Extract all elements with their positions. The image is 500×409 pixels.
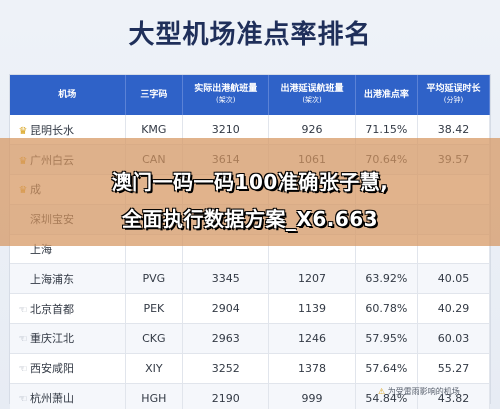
- cell-delayed: 1207: [268, 263, 356, 295]
- column-header-label: 出港延误航班量: [280, 84, 344, 94]
- cell-rate: 57.95%: [355, 323, 419, 354]
- chart-title: 大型机场准点率排名: [128, 20, 372, 50]
- hand-icon: ☜: [18, 364, 28, 376]
- column-header-unit: (分钟): [443, 96, 464, 104]
- cell-avg: 43.82: [417, 383, 490, 409]
- table-row: ☜ 北京首都 PEK 2904 1139 60.78% 40.29: [10, 293, 490, 325]
- cell-flights: 2904: [182, 293, 270, 325]
- cell-flights: 2190: [182, 383, 270, 409]
- column-header: 实际出港航班量 (架次): [182, 75, 270, 115]
- cell-flights: 3252: [182, 353, 270, 384]
- overlay-line-2: 全面执行数据方案_X6.663: [121, 207, 379, 231]
- column-header: 出港准点率: [355, 75, 419, 115]
- hand-icon: ☜: [18, 394, 28, 406]
- table-row: 上海浦东 PVG 3345 1207 63.92% 40.05: [10, 263, 490, 295]
- cell-code: XIY: [125, 353, 184, 384]
- cell-airport: 上海浦东: [10, 263, 126, 295]
- airport-name: 西安咸阳: [30, 362, 74, 376]
- cell-flights: 3345: [182, 263, 270, 295]
- airport-name: 上海浦东: [30, 272, 74, 286]
- cell-rate: 54.84%: [355, 383, 419, 409]
- airport-name: 昆明长水: [30, 123, 74, 137]
- table-row: ☜ 杭州萧山 HGH 2190 999 54.84% 43.82: [10, 383, 490, 409]
- column-header: 出港延误航班量 (架次): [268, 75, 356, 115]
- column-header-unit: (架次): [302, 96, 322, 104]
- column-header-label: 平均延误时长: [426, 84, 481, 94]
- hand-icon: ☜: [18, 334, 28, 346]
- cell-delayed: 1139: [268, 293, 356, 325]
- cell-code: PEK: [125, 293, 184, 325]
- cell-delayed: 999: [268, 383, 356, 409]
- column-header-unit: (架次): [216, 96, 236, 104]
- cell-code: PVG: [125, 263, 184, 295]
- overlay-line-1: 澳门一码一码100准确张子慧,: [111, 170, 389, 194]
- column-header-label: 实际出港航班量: [194, 84, 258, 94]
- cell-rate: 63.92%: [355, 263, 419, 295]
- cell-avg: 55.27: [417, 353, 490, 384]
- column-header: 平均延误时长 (分钟): [417, 75, 490, 115]
- column-header-label: 机场: [58, 89, 77, 100]
- column-header: 三字码: [125, 75, 184, 115]
- cell-code: HGH: [125, 383, 184, 409]
- cell-avg: 60.03: [417, 323, 490, 354]
- hand-icon: ☜: [18, 304, 28, 316]
- cell-code: CKG: [125, 323, 184, 354]
- footnote: ⚠ 为受雷雨影响的机场: [378, 386, 460, 397]
- crown-icon: ♛: [18, 125, 28, 137]
- table-row: ☜ 西安咸阳 XIY 3252 1378 57.64% 55.27: [10, 353, 490, 384]
- table-header-row: 机场 三字码 实际出港航班量 (架次) 出港延误航班量 (架次) 出港准点率 平均延误时长 (分…: [10, 75, 490, 115]
- cell-airport: ☜ 杭州萧山: [10, 383, 126, 409]
- cell-avg: 40.29: [417, 293, 490, 325]
- column-header: 机场: [10, 75, 126, 115]
- airport-name: 杭州萧山: [30, 392, 74, 406]
- warning-icon: ⚠: [378, 387, 386, 396]
- cell-rate: 60.78%: [355, 293, 419, 325]
- airport-name: 重庆江北: [30, 332, 74, 346]
- cell-airport: ☜ 重庆江北: [10, 323, 126, 354]
- column-header-label: 出港准点率: [363, 89, 409, 100]
- cell-rate: 57.64%: [355, 353, 419, 384]
- overlay-banner: [0, 138, 500, 246]
- footnote-text: 为受雷雨影响的机场: [387, 387, 460, 396]
- cell-flights: 2963: [182, 323, 270, 354]
- column-header-label: 三字码: [140, 89, 168, 100]
- cell-airport: ☜ 西安咸阳: [10, 353, 126, 384]
- cell-delayed: 1246: [268, 323, 356, 354]
- cell-delayed: 1378: [268, 353, 356, 384]
- table-row: ☜ 重庆江北 CKG 2963 1246 57.95% 60.03: [10, 323, 490, 354]
- cell-avg: 40.05: [417, 263, 490, 295]
- cell-airport: ☜ 北京首都: [10, 293, 126, 325]
- airport-name: 北京首都: [30, 302, 74, 316]
- airport-name: 上海: [30, 243, 52, 257]
